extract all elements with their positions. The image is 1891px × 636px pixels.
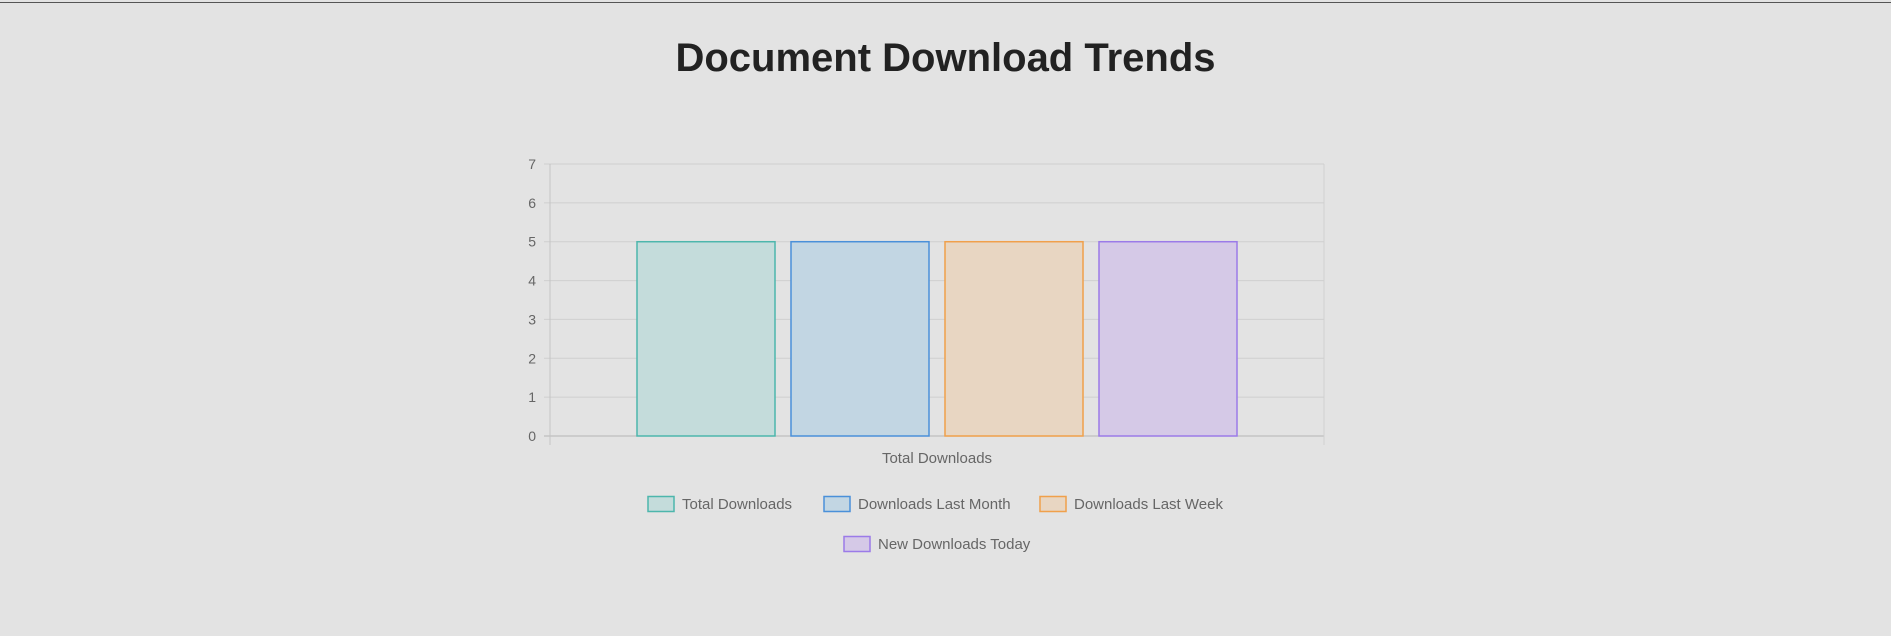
legend-label: Downloads Last Week	[1074, 496, 1223, 513]
bar	[636, 240, 776, 437]
top-divider	[0, 2, 1891, 3]
bar	[944, 240, 1084, 437]
page-title: Document Download Trends	[675, 36, 1216, 80]
bar	[790, 240, 930, 437]
legend-swatch	[647, 495, 675, 513]
legend-swatch	[823, 495, 851, 513]
y-tick-label: 1	[528, 389, 536, 405]
legend-label: Total Downloads	[682, 496, 792, 513]
x-tick-label: Total Downloads	[882, 450, 992, 467]
y-tick-label: 5	[528, 234, 536, 250]
y-tick-label: 3	[528, 311, 536, 327]
bar	[1098, 240, 1238, 437]
legend-label: New Downloads Today	[878, 536, 1031, 553]
legend-label: Downloads Last Month	[858, 496, 1011, 513]
y-tick-label: 6	[528, 195, 536, 211]
y-tick-label: 4	[528, 273, 536, 289]
y-tick-label: 2	[528, 350, 536, 366]
y-tick-label: 0	[528, 428, 536, 444]
legend-swatch	[843, 535, 871, 553]
y-tick-label: 7	[528, 156, 536, 172]
legend-swatch	[1039, 495, 1067, 513]
